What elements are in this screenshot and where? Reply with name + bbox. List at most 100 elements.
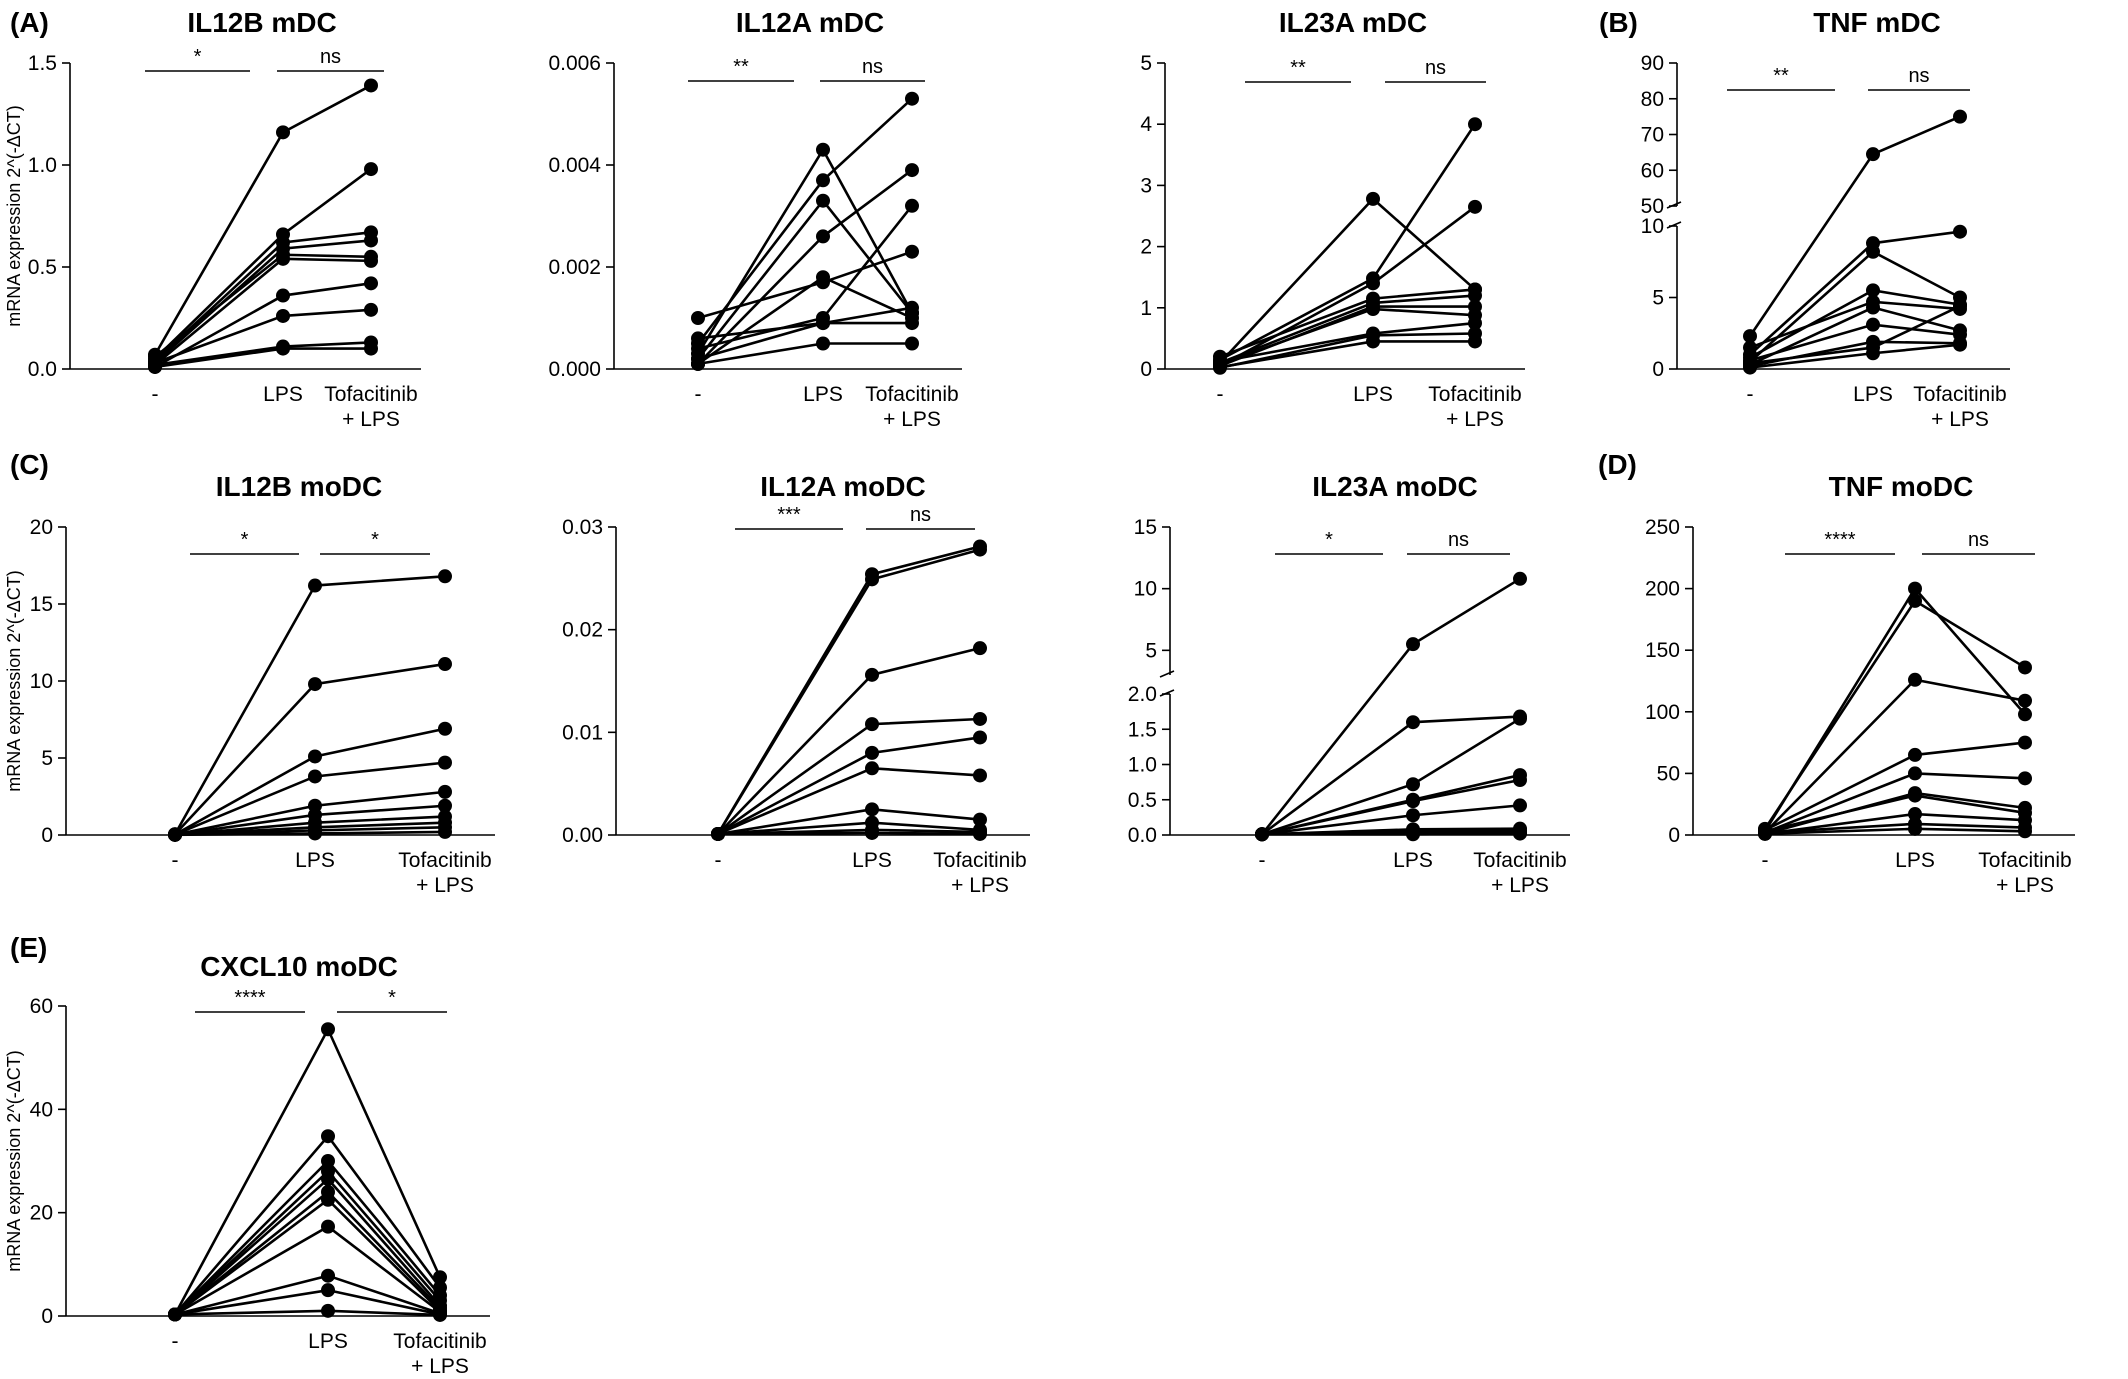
data-point: [865, 761, 879, 776]
y-tick-label: 2.0: [1128, 683, 1157, 706]
data-point: [1366, 334, 1380, 349]
y-tick-label: 50: [1657, 762, 1680, 785]
series-line: [1260, 577, 1521, 836]
data-point: [1513, 711, 1527, 726]
y-tick-label: 3: [1140, 174, 1152, 197]
data-point: [973, 812, 987, 827]
axis-break-mark: [1159, 689, 1175, 697]
panel-4: (C) IL12B moDC 0 5 10 15 20 - LPS Tofacitinib + LP…: [4, 449, 495, 897]
data-point: [1908, 821, 1922, 836]
x-tick-label: -: [172, 1330, 179, 1353]
data-point: [2018, 707, 2032, 722]
data-point: [1743, 360, 1757, 375]
y-tick-label: 10: [30, 670, 53, 693]
data-point: [321, 1192, 335, 1207]
series-line: [1219, 123, 1477, 361]
y-tick-label: 1.5: [1128, 718, 1157, 741]
data-point: [1406, 777, 1420, 792]
significance-label: ns: [862, 56, 883, 78]
significance-label: *: [1325, 529, 1333, 551]
significance-label: ****: [234, 987, 265, 1009]
y-tick-label: 0: [41, 824, 53, 847]
data-point: [321, 1022, 335, 1037]
data-point: [276, 308, 290, 323]
data-point: [276, 288, 290, 303]
x-tick-label: Tofacitinib + LPS: [933, 849, 1026, 897]
y-tick-label: 100: [1645, 701, 1680, 724]
data-point: [865, 802, 879, 817]
x-tick-label: -: [172, 849, 179, 872]
y-tick-label: 15: [1134, 516, 1157, 539]
data-point: [2018, 735, 2032, 750]
x-tick-label: Tofacitinib + LPS: [1978, 849, 2071, 897]
series-line: [1261, 715, 1521, 836]
data-point: [364, 253, 378, 268]
y-tick-label: 0: [41, 1305, 53, 1328]
y-tick-label: 0.004: [548, 154, 601, 177]
data-point: [1908, 747, 1922, 762]
data-point: [1953, 299, 1967, 314]
y-tick-label: 0.0: [1128, 824, 1157, 847]
significance-label: ns: [1968, 529, 1989, 551]
series-line: [1749, 343, 1961, 369]
data-point: [865, 572, 879, 587]
data-point: [364, 78, 378, 93]
x-tick-label: LPS: [308, 1330, 348, 1353]
data-point: [905, 163, 919, 178]
data-point: [1468, 334, 1482, 349]
panel-5: IL12A moDC 0.00 0.01 0.02 0.03 - LPS Tofacitini…: [562, 471, 1030, 897]
significance-label: ****: [1824, 529, 1855, 551]
data-point: [1866, 346, 1880, 361]
y-tick-label: 1.5: [28, 52, 57, 75]
y-tick-label: 5: [1140, 52, 1152, 75]
data-point: [308, 826, 322, 841]
y-tick-label: 0.02: [562, 619, 603, 642]
y-tick-label: 5: [41, 747, 53, 770]
data-point: [711, 826, 725, 841]
data-point: [1908, 593, 1922, 608]
y-tick-label: 15: [30, 593, 53, 616]
data-point: [321, 1219, 335, 1234]
data-point: [905, 316, 919, 331]
data-point: [364, 302, 378, 317]
y-tick-label: 250: [1645, 516, 1680, 539]
data-point: [1953, 224, 1967, 239]
panel-0: (A) IL12B mDC 0.0 0.5 1.0 1.5 - LPS Tofacitinib +…: [4, 7, 421, 431]
x-tick-label: Tofacitinib + LPS: [865, 383, 958, 431]
data-point: [308, 749, 322, 764]
data-point: [2018, 824, 2032, 839]
data-point: [438, 824, 452, 839]
chart-title: IL23A moDC: [1312, 471, 1477, 502]
chart-title: TNF mDC: [1813, 7, 1941, 38]
y-tick-label: 0.5: [28, 256, 57, 279]
series-line: [1219, 305, 1475, 368]
data-point: [433, 1307, 447, 1322]
data-point: [364, 341, 378, 356]
panel-2: IL23A mDC 0 1 2 3 4 5 - LPS Tofacitinib + LPS ** ns: [1140, 7, 1525, 431]
data-point: [1908, 581, 1922, 596]
data-point: [1758, 826, 1772, 841]
data-point: [438, 721, 452, 736]
data-point: [1513, 571, 1527, 586]
chart-title: IL12B moDC: [216, 471, 382, 502]
data-point: [905, 300, 919, 315]
chart-title: IL12B mDC: [187, 7, 336, 38]
y-tick-label: 0.0: [28, 358, 57, 381]
data-point: [1513, 826, 1527, 841]
y-tick-label: 2: [1140, 236, 1152, 259]
data-point: [1406, 827, 1420, 842]
data-point: [1468, 288, 1482, 303]
data-point: [905, 244, 919, 259]
data-point: [1513, 773, 1527, 788]
data-point: [276, 125, 290, 140]
y-tick-label: 80: [1641, 88, 1664, 111]
significance-label: **: [1290, 57, 1306, 79]
data-point: [438, 798, 452, 813]
chart-title: IL23A mDC: [1279, 7, 1427, 38]
x-tick-label: -: [715, 849, 722, 872]
data-point: [973, 768, 987, 783]
axis-break-mark: [1159, 670, 1175, 678]
y-tick-label: 0.00: [562, 824, 603, 847]
y-tick-label: 0: [1668, 824, 1680, 847]
